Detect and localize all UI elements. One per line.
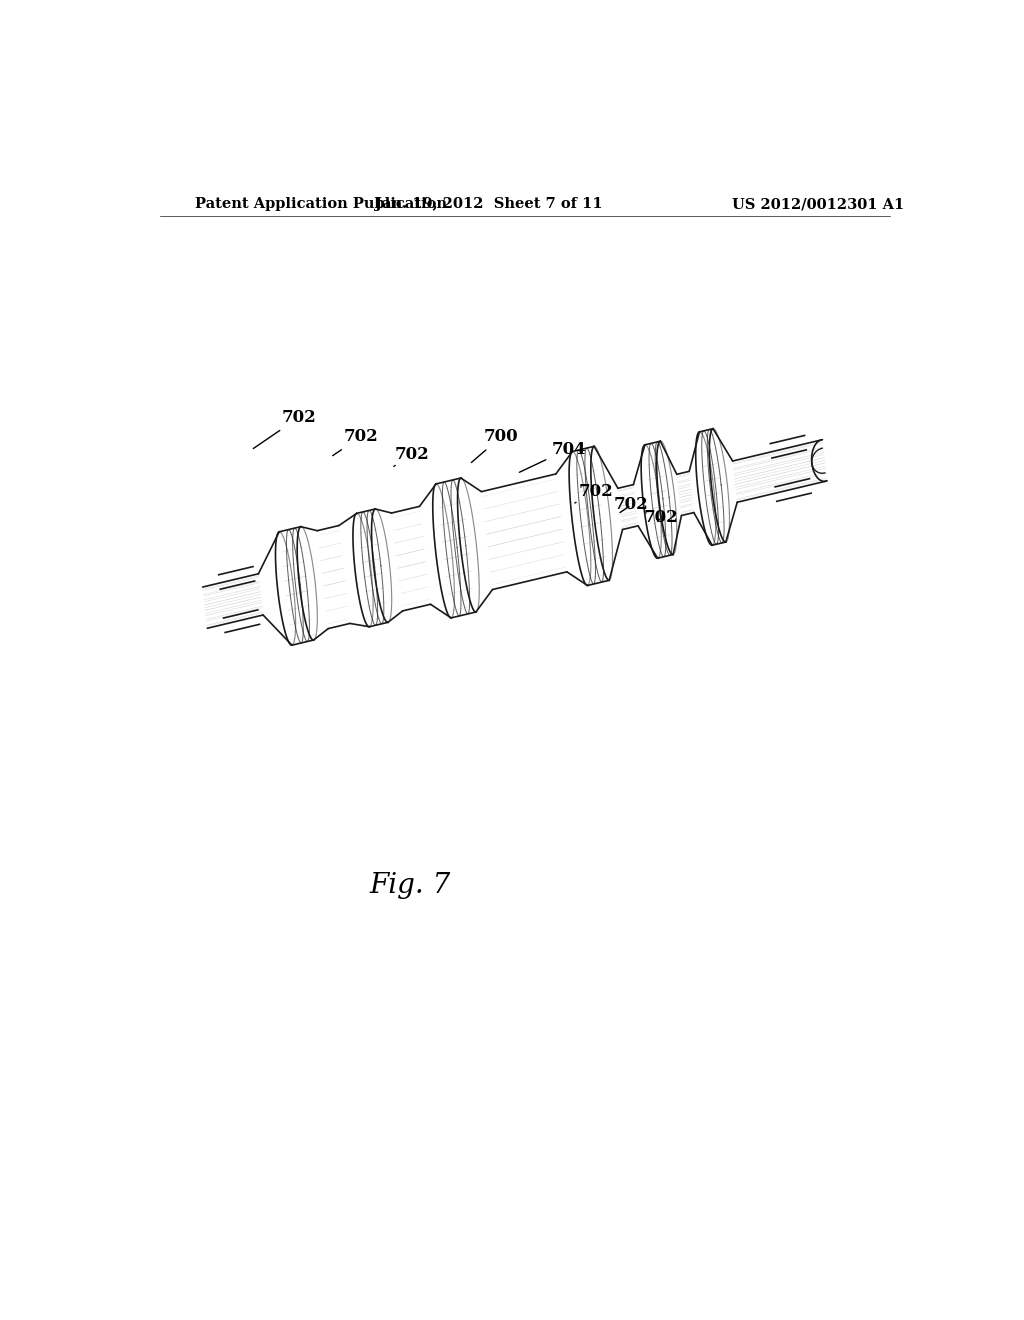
Text: Fig. 7: Fig. 7 [369,871,451,899]
Text: 704: 704 [519,441,586,473]
Text: US 2012/0012301 A1: US 2012/0012301 A1 [732,197,904,211]
Text: 702: 702 [574,483,613,503]
Text: 702: 702 [253,409,316,449]
Text: Jan. 19, 2012  Sheet 7 of 11: Jan. 19, 2012 Sheet 7 of 11 [375,197,603,211]
Text: 702: 702 [333,429,378,455]
Text: 702: 702 [644,508,679,525]
Text: 700: 700 [471,429,518,462]
Text: 702: 702 [613,496,648,513]
Text: 702: 702 [394,446,429,466]
Text: Patent Application Publication: Patent Application Publication [196,197,447,211]
